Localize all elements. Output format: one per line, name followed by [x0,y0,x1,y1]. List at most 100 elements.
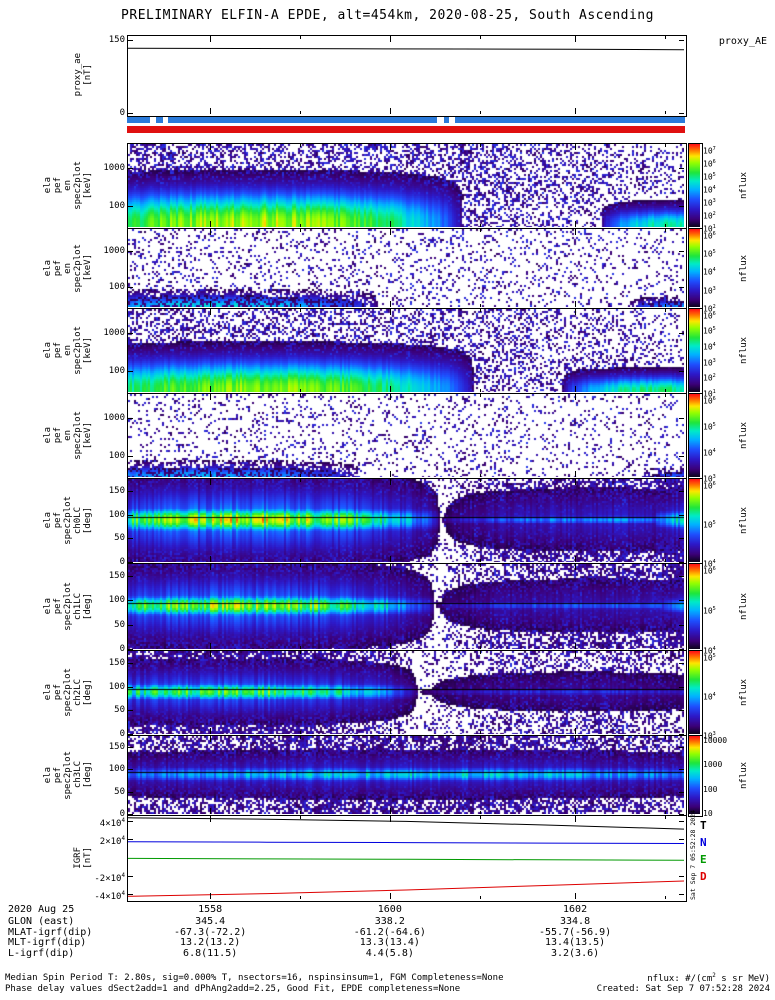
x-major-tick [575,386,577,392]
ylabel-word: spec2plot [63,668,73,717]
footer-line1: Median Spin Period T: 2.80s, sig=0.000% … [5,973,504,983]
y-tick-mark [679,287,684,289]
x-minor-tick [299,36,301,39]
colorbar-tick-label: 106 [703,480,716,491]
y-tick-mark [128,167,133,169]
colorbar-en_ch3 [688,393,703,480]
igrf-legend-E: E [700,853,707,866]
y-tick-mark [679,734,684,736]
ylabel-en_ch3: ela pef en spec2plot [keV] [41,393,93,478]
y-tick-mark [128,332,133,334]
x-minor-tick [664,309,666,312]
x-major-tick [389,471,391,477]
ylabel-word: [keV] [83,171,93,200]
panel-igrf [127,815,687,902]
y-tick-mark [679,490,684,492]
ylabel-word: IGRF [73,846,83,869]
ytick-label-pa_ch2LC: 50 [114,705,125,716]
ylabel-word: [keV] [83,254,93,282]
ephemeris-row-label: MLT-igrf(dip) [8,937,87,948]
x-major-tick [575,36,577,42]
x-major-tick [210,643,212,649]
colorbar-unit-label: nflux [739,336,749,365]
panel-en_ch1 [127,228,687,310]
time-tick-label: 1602 [563,904,588,915]
ytick-label-pa_ch1LC: 50 [114,619,125,630]
y-tick-mark [679,370,684,372]
panel-pa_ch0LC [127,478,687,565]
y-tick-mark [679,112,684,114]
series-line-proxy_AE [128,47,684,51]
colorbar-unit-label: nflux [739,506,749,535]
y-tick-mark [128,624,133,626]
x-minor-tick [664,144,666,147]
x-major-tick [389,651,391,657]
colorbar-tick-label: 105 [703,519,716,530]
line-plot-igrf [128,817,684,897]
x-minor-tick [479,479,481,482]
x-major-tick [575,221,577,227]
x-minor-tick [479,36,481,39]
x-minor-tick [664,229,666,232]
x-major-tick [389,221,391,227]
x-major-tick [210,301,212,307]
panel-pa_ch1LC [127,563,687,652]
x-minor-tick [664,479,666,482]
spectrogram-pa_ch2LC [128,651,684,734]
x-minor-tick [479,309,481,312]
x-major-tick [210,556,212,562]
x-minor-tick [299,816,301,819]
x-major-tick [210,736,212,742]
x-major-tick [575,471,577,477]
x-minor-tick [299,309,301,312]
plot-title: PRELIMINARY ELFIN-A EPDE, alt=454km, 202… [121,8,654,23]
colorbar-en_ch1 [688,228,703,310]
footer-nflux-units: nflux: #/(cm2 s sr MeV) [647,973,770,984]
ytick-label-en_ch1: 1000 [103,246,125,257]
colorbar-tick-label: 104 [703,341,716,352]
x-minor-tick [299,111,301,114]
y-tick-mark [128,769,133,771]
series-line-D [128,880,684,897]
x-minor-tick [479,224,481,227]
x-minor-tick [299,394,301,397]
ephemeris-row-label: GLON (east) [8,916,75,927]
colorbar-tick-label: 104 [703,267,716,278]
colorbar-tick-label: 104 [703,691,716,702]
colorbar-unit-label: nflux [739,171,749,200]
x-major-tick [210,386,212,392]
ytick-label-pa_ch2LC: 100 [108,681,125,692]
x-major-tick [575,556,577,562]
ylabel-pa_ch2LC: ela pef spec2plot ch2LC [deg] [41,650,93,735]
ylabel-word: ela [43,512,53,529]
panel-pa_ch2LC [127,650,687,737]
ephemeris-value: -67.3(-72.2) [174,926,247,938]
y-tick-mark [679,814,684,816]
x-minor-tick [664,559,666,562]
x-major-tick [575,736,577,742]
strip-gap [448,117,456,123]
science-zone-bar-blue [127,117,685,123]
x-minor-tick [479,389,481,392]
colorbar-tick-label: 102 [703,373,716,383]
x-major-tick [210,471,212,477]
x-major-tick [389,229,391,235]
x-major-tick [210,808,212,814]
spectrogram-pa_ch3LC [128,736,684,814]
y-tick-mark [128,370,133,372]
x-minor-tick [479,736,481,739]
x-minor-tick [479,144,481,147]
x-minor-tick [299,224,301,227]
y-tick-mark [128,820,133,822]
colorbar-tick-label: 103 [703,473,716,484]
colorbar-unit-label: nflux [739,592,749,621]
x-minor-tick [299,474,301,477]
ylabel-word: [nT] [83,846,93,869]
ytick-label-pa_ch1LC: 150 [108,571,125,582]
colorbar-tick-label: 101 [703,223,716,234]
y-tick-mark [128,839,133,841]
x-minor-tick [299,389,301,392]
y-tick-mark [679,791,684,793]
ytick-label-pa_ch3LC: 150 [108,742,125,752]
colorbar-tick-label: 107 [703,145,716,156]
